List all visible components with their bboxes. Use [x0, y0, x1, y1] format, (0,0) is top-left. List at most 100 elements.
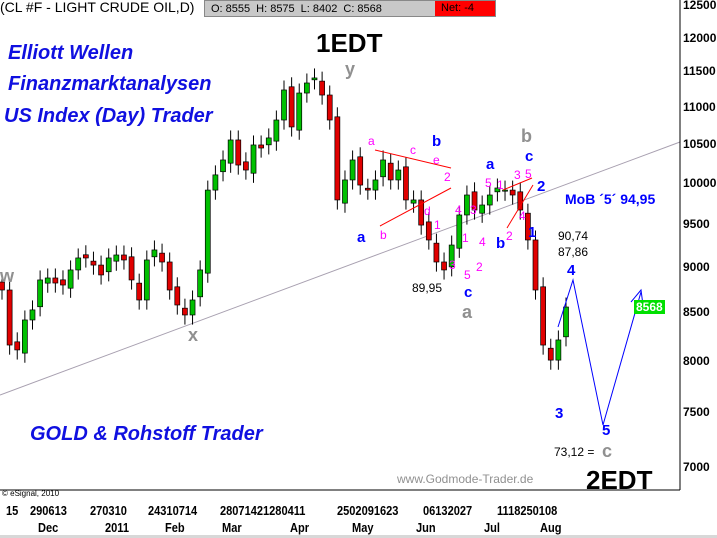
x-tick-label: 24310714: [148, 503, 198, 518]
wave-label-m4c: 4: [519, 209, 526, 223]
candle: [509, 180, 516, 205]
wave-label-w2: 2: [537, 178, 546, 195]
candle: [250, 135, 257, 183]
y-tick-label: 8000: [683, 353, 710, 368]
candle: [525, 203, 531, 250]
candle: [243, 152, 249, 180]
candle: [212, 165, 219, 200]
wave-label-w1: 1: [528, 224, 537, 241]
net-value: Net: -4: [441, 2, 475, 14]
wave-label-w: w: [0, 266, 15, 286]
candle: [227, 130, 234, 173]
candle: [143, 250, 150, 310]
candle: [387, 153, 394, 190]
candle: [189, 290, 196, 325]
candle: [136, 273, 143, 310]
candle: [273, 110, 280, 151]
candle: [380, 150, 386, 187]
wave-label-gray-c: c: [602, 441, 613, 461]
candle: [44, 268, 51, 293]
x-tick-label: 15: [6, 503, 19, 518]
candle: [0, 272, 5, 300]
x-month-label: Apr: [290, 520, 310, 535]
wave-label-m3a: 3: [470, 203, 477, 217]
wave-label-blue-a2: a: [486, 156, 495, 173]
candle: [502, 180, 508, 201]
y-tick-label: 12500: [683, 0, 717, 12]
high-value: H: 8575: [256, 2, 295, 15]
wave-label-gray-a: a: [462, 302, 473, 322]
candle: [75, 248, 82, 280]
candle: [304, 73, 310, 103]
wave-label-m4b: 4: [479, 235, 486, 249]
candle: [319, 71, 325, 105]
candle: [288, 77, 295, 137]
candle: [464, 185, 470, 225]
candle: [425, 212, 432, 250]
candle: [151, 240, 158, 267]
y-tick-label: 12000: [683, 30, 717, 45]
candle: [22, 310, 28, 363]
x-month-label: Jun: [416, 520, 436, 535]
wave-label-m2c: 2: [506, 229, 513, 243]
candle: [418, 190, 425, 235]
wave-label-m5a: 5: [464, 268, 471, 282]
candle: [258, 135, 264, 158]
y-tick-label: 7500: [683, 405, 710, 420]
x-month-label: Mar: [222, 520, 242, 535]
candle: [174, 277, 181, 315]
candle: [197, 260, 204, 307]
candle: [121, 245, 127, 270]
candle: [486, 185, 493, 215]
y-tick-label: 8500: [683, 305, 710, 320]
wave-label-tri-e: e: [433, 153, 440, 167]
candle: [113, 245, 120, 271]
candle: [395, 160, 402, 190]
wave-label-p8786: 87,86: [558, 245, 589, 259]
x-month-label: Feb: [165, 520, 185, 535]
candle: [547, 338, 554, 370]
candle: [326, 85, 333, 130]
x-tick-label: 28071421280411: [220, 503, 306, 518]
x-month-label: Jul: [484, 520, 500, 535]
triangle-lines: [374, 149, 534, 229]
candle: [67, 260, 74, 298]
x-tick-label: 290613: [30, 503, 67, 518]
x-month-label: May: [352, 520, 374, 535]
wave-label-p9074: 90,74: [558, 229, 589, 243]
wave-label-m3c: 3: [514, 168, 521, 182]
promo-line-3: US Index (Day) Trader: [4, 105, 213, 127]
x-tick-label: 1118250108: [497, 503, 558, 518]
website-watermark: www.Godmode-Trader.de: [397, 472, 534, 486]
wave-label-blue-c2: c: [525, 148, 534, 165]
symbol-title: (CL #F - LIGHT CRUDE OIL,D): [0, 0, 195, 15]
wave-label-m1c: 1: [497, 178, 504, 192]
y-tick-label: 9500: [683, 216, 710, 231]
label-1edt: 1EDT: [316, 28, 383, 58]
open-value: O: 8555: [211, 2, 251, 15]
y-tick-label: 9000: [683, 259, 710, 274]
trendline: [0, 141, 681, 396]
wave-label-tri-c: c: [410, 143, 416, 157]
candle: [296, 83, 303, 140]
promo-line-4: GOLD & Rohstoff Trader: [30, 423, 263, 445]
wave-label-m2a: 2: [444, 170, 451, 184]
wave-label-tri-d: d: [424, 204, 431, 218]
candle: [182, 298, 188, 325]
candle: [334, 107, 341, 210]
candle: [532, 230, 539, 300]
close-value: C: 8568: [343, 2, 382, 15]
promo-line-1: Elliott Wellen: [8, 42, 134, 64]
candle: [204, 180, 211, 283]
candle: [166, 252, 173, 300]
x-month-label: 2011: [105, 520, 129, 535]
wave-label-blue-b2: b: [496, 235, 506, 252]
wave-label-w3: 3: [555, 405, 564, 422]
candle: [563, 297, 569, 347]
wave-label-p7312: 73,12 =: [554, 445, 595, 459]
y-tick-label: 7000: [683, 460, 710, 475]
candle: [90, 251, 97, 275]
y-tick-label: 10500: [683, 136, 717, 151]
candle: [372, 170, 379, 200]
